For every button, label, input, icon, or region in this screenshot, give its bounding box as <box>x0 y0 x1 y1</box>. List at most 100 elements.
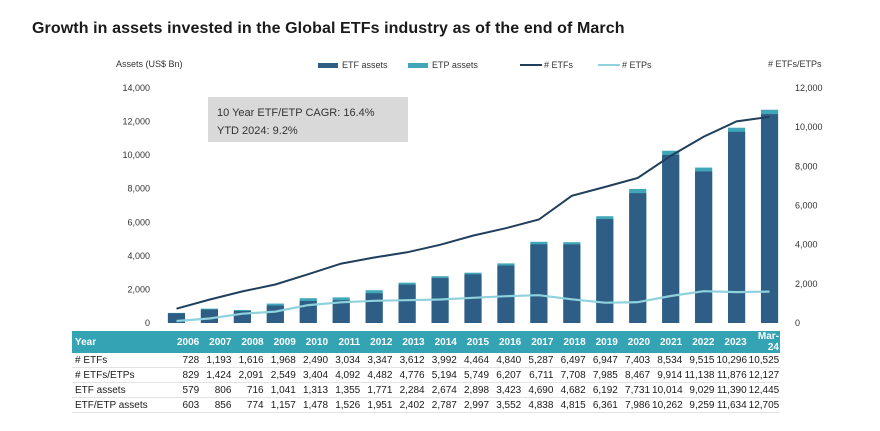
bar-etf-assets <box>728 131 746 323</box>
y-left-tick-label: 14,000 <box>122 83 150 93</box>
table-cell: 1,968 <box>264 353 297 368</box>
table-cell: 11,634 <box>715 397 748 413</box>
table-header-cell: 2007 <box>200 331 233 353</box>
table-body: # ETFs 728 1,193 1,616 1,968 2,490 3,034 3,347 3… <box>72 353 780 413</box>
table-cell: 6,711 <box>522 367 555 383</box>
y-left-tick-label: 2,000 <box>127 284 150 294</box>
table-cell: 1,616 <box>232 353 265 368</box>
table-cell: 6,192 <box>586 382 619 398</box>
table-cell: 6,497 <box>554 353 587 368</box>
table-cell: 728 <box>168 353 201 368</box>
y-right-tick-label: 10,000 <box>795 122 823 132</box>
table-row: ETF assets 579 806 716 1,041 1,313 1,355 1,771 2… <box>72 382 780 398</box>
table-cell: 2,997 <box>457 397 491 413</box>
table-header-cell: 2020 <box>618 331 652 353</box>
table-header-cell: 2015 <box>457 331 491 353</box>
bar-etf-assets <box>563 244 581 323</box>
table-header-cell: 2011 <box>329 331 362 353</box>
table-header-cell: 2006 <box>168 331 201 353</box>
table-row: ETF/ETP assets 603 856 774 1,157 1,478 1,526 1,… <box>72 397 780 413</box>
table-header-cell: 2016 <box>490 331 523 353</box>
bar-etf-assets <box>662 154 680 323</box>
table-cell: 1,193 <box>200 353 233 368</box>
bar-etf-assets <box>200 309 218 323</box>
table-cell: 579 <box>168 382 201 398</box>
table-cell: 2,402 <box>393 397 426 413</box>
table-cell: 4,815 <box>554 397 587 413</box>
annotation-line-1: 10 Year ETF/ETP CAGR: 16.4% <box>217 107 375 119</box>
bar-etf-assets <box>266 305 284 323</box>
legend-label: ETP assets <box>432 60 478 70</box>
legend: ETF assets ETP assets # ETFs # ETPs <box>318 60 652 70</box>
y-left-tick-label: 8,000 <box>127 184 150 194</box>
line-etfs <box>176 115 770 310</box>
table-cell: 8,534 <box>651 353 684 368</box>
table-cell: 4,464 <box>457 353 491 368</box>
annotation-box <box>208 97 408 142</box>
y-right-tick-label: 6,000 <box>795 201 818 211</box>
legend-swatch <box>408 63 428 68</box>
table-row: # ETFs 728 1,193 1,616 1,968 2,490 3,034 3,347 3… <box>72 353 780 368</box>
table-row-label: # ETFs <box>72 353 168 368</box>
table-cell: 8,467 <box>618 367 652 383</box>
table-header-cell: 2012 <box>361 331 394 353</box>
table-cell: 3,404 <box>296 367 330 383</box>
table-cell: 5,194 <box>425 367 458 383</box>
table-cell: 7,403 <box>618 353 652 368</box>
y-right-tick-label: 12,000 <box>795 83 823 93</box>
bar-etf-assets <box>695 171 713 323</box>
table-header-cell: 2009 <box>264 331 297 353</box>
bar-etf-assets <box>497 265 515 323</box>
table-cell: 11,876 <box>715 367 748 383</box>
y-right-tick-label: 8,000 <box>795 161 818 171</box>
annotation-line-2: YTD 2024: 9.2% <box>217 125 298 137</box>
table-cell: 6,207 <box>490 367 523 383</box>
y-axis-right-label: # ETFs/ETPs <box>768 59 822 69</box>
data-table: Year 2006 2007 2008 2009 2010 2011 2012 2013 2014… <box>72 331 780 413</box>
table-cell: 9,914 <box>651 367 684 383</box>
table-header-cell: 2021 <box>651 331 684 353</box>
table-header-cell: 2014 <box>425 331 458 353</box>
table-cell: 7,985 <box>586 367 619 383</box>
table-cell: 6,361 <box>586 397 619 413</box>
table-cell: 3,992 <box>425 353 458 368</box>
table-cell: 12,445 <box>747 382 780 398</box>
table-cell: 12,705 <box>747 397 780 413</box>
legend-label: # ETPs <box>622 60 652 70</box>
table-header-cell: 2019 <box>586 331 619 353</box>
table-cell: 829 <box>168 367 201 383</box>
table-cell: 3,034 <box>329 353 362 368</box>
table-cell: 1,041 <box>264 382 297 398</box>
table-cell: 10,014 <box>651 382 684 398</box>
y-right-tick-label: 0 <box>795 318 800 328</box>
table-cell: 11,390 <box>715 382 748 398</box>
table-cell: 4,838 <box>522 397 555 413</box>
table-cell: 3,612 <box>393 353 426 368</box>
table-cell: 4,690 <box>522 382 555 398</box>
table-cell: 12,127 <box>747 367 780 383</box>
table-cell: 11,138 <box>683 367 716 383</box>
table-cell: 603 <box>168 397 201 413</box>
y-left-tick-label: 0 <box>145 318 150 328</box>
table-header-cell: Mar-24 <box>747 331 780 353</box>
table-cell: 1,313 <box>296 382 330 398</box>
chart-title: Growth in assets invested in the Global … <box>32 20 625 37</box>
table-cell: 4,682 <box>554 382 587 398</box>
table-cell: 9,259 <box>683 397 716 413</box>
table-header-year: Year <box>72 331 168 353</box>
table-header-row: Year 2006 2007 2008 2009 2010 2011 2012 2013 2014… <box>72 331 780 353</box>
table-cell: 2,787 <box>425 397 458 413</box>
table-row-label: ETF/ETP assets <box>72 397 168 413</box>
table-cell: 1,771 <box>361 382 394 398</box>
bar-etf-assets <box>629 193 647 323</box>
table-cell: 7,986 <box>618 397 652 413</box>
table-cell: 5,287 <box>522 353 555 368</box>
table-cell: 4,092 <box>329 367 362 383</box>
y-left-tick-label: 6,000 <box>127 217 150 227</box>
bar-etf-assets <box>760 114 779 324</box>
table-cell: 1,526 <box>329 397 362 413</box>
bar-series <box>167 109 779 324</box>
y-axis-left-ticks: 0 2,000 4,000 6,000 8,000 10,000 12,000 14,000 <box>122 83 150 328</box>
table-cell: 856 <box>200 397 233 413</box>
table-cell: 10,262 <box>651 397 684 413</box>
